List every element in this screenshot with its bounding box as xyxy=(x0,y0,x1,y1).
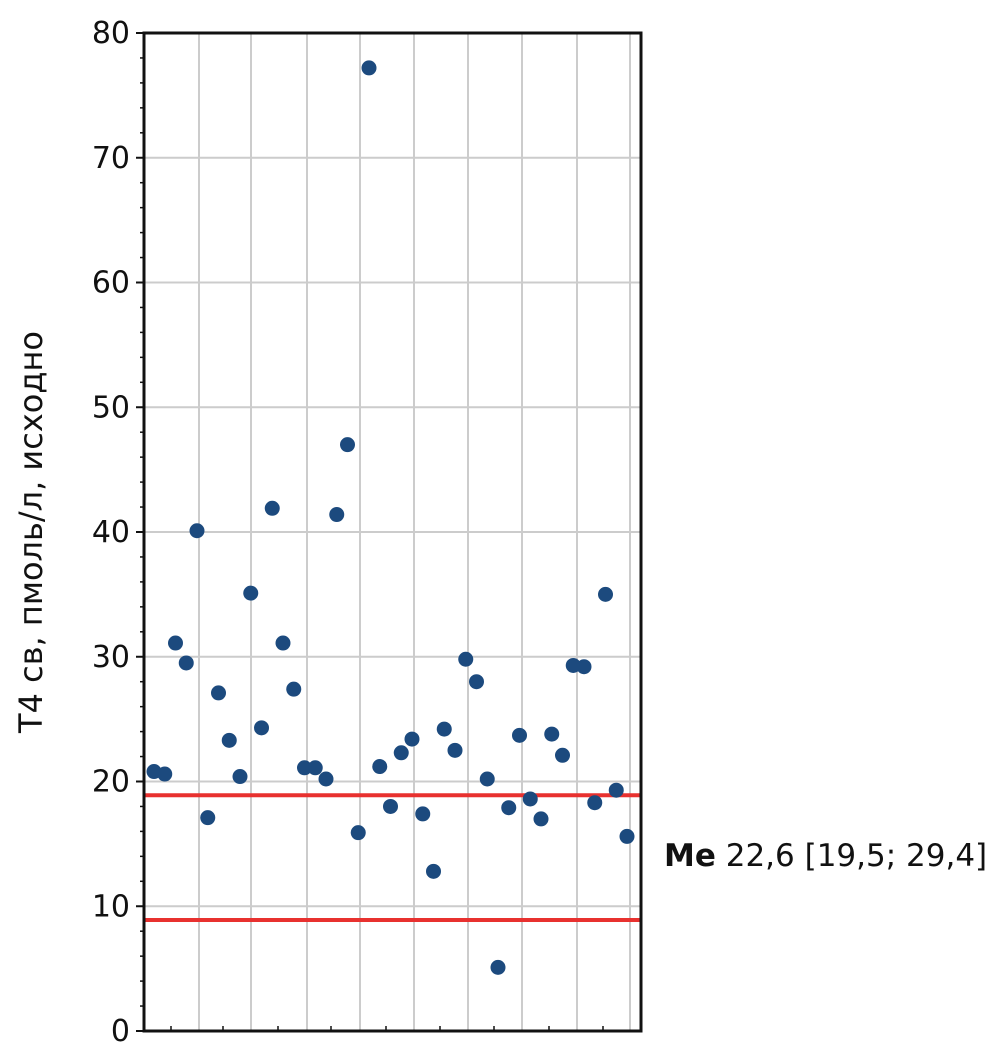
data-point xyxy=(200,810,216,826)
data-point xyxy=(318,771,334,787)
data-point xyxy=(587,795,603,811)
data-point xyxy=(383,798,398,814)
data-point xyxy=(501,800,517,816)
data-point xyxy=(254,720,269,736)
y-tick-label: 10 xyxy=(92,889,130,924)
y-tick-label: 40 xyxy=(92,515,130,550)
data-point xyxy=(361,60,377,76)
y-tick-label: 30 xyxy=(92,640,130,675)
data-point xyxy=(264,500,280,516)
data-point xyxy=(458,651,474,667)
data-point xyxy=(307,760,323,776)
data-point xyxy=(286,681,302,697)
grid xyxy=(144,33,641,1031)
data-point xyxy=(178,655,194,671)
data-point xyxy=(426,863,441,879)
y-tick-label: 80 xyxy=(92,16,130,51)
data-point xyxy=(232,769,248,785)
data-point xyxy=(619,828,635,844)
median-value: 22,6 [19,5; 29,4] xyxy=(725,838,988,874)
data-point xyxy=(555,747,570,763)
data-point xyxy=(350,825,366,841)
data-point xyxy=(211,685,226,701)
data-points xyxy=(146,60,635,975)
median-annotation: Me 22,6 [19,5; 29,4] xyxy=(664,838,987,874)
data-point xyxy=(533,811,549,827)
data-point xyxy=(447,742,463,758)
data-point xyxy=(415,806,431,822)
data-point xyxy=(490,959,506,975)
data-point xyxy=(512,727,527,743)
data-point xyxy=(479,771,495,787)
y-tick-label: 50 xyxy=(92,390,130,425)
data-point xyxy=(168,635,183,651)
y-tick-label: 70 xyxy=(92,141,130,176)
data-point xyxy=(372,759,388,775)
reference-lines xyxy=(144,793,641,922)
data-point xyxy=(275,635,291,651)
data-point xyxy=(189,523,205,539)
data-point xyxy=(598,586,613,602)
data-point xyxy=(544,726,560,742)
data-point xyxy=(608,782,624,798)
data-point xyxy=(436,721,452,737)
data-point xyxy=(469,674,484,690)
data-point xyxy=(393,745,409,761)
y-tick-label: 20 xyxy=(92,765,130,800)
data-point xyxy=(243,585,259,601)
y-tick-label: 0 xyxy=(111,1014,130,1049)
data-point xyxy=(522,791,538,807)
data-point xyxy=(297,760,312,776)
y-axis-ticks: 0 10 20 30 40 50 60 70 80 xyxy=(92,16,604,1049)
y-tick-label: 60 xyxy=(92,266,130,301)
median-label: Me xyxy=(664,838,716,874)
data-point xyxy=(340,437,355,453)
data-point xyxy=(404,731,420,747)
data-point xyxy=(221,732,237,748)
data-point xyxy=(157,766,173,782)
data-point xyxy=(329,507,345,523)
data-point xyxy=(576,659,592,675)
y-axis-title: T4 св, пмоль/л, исходно xyxy=(12,331,50,734)
